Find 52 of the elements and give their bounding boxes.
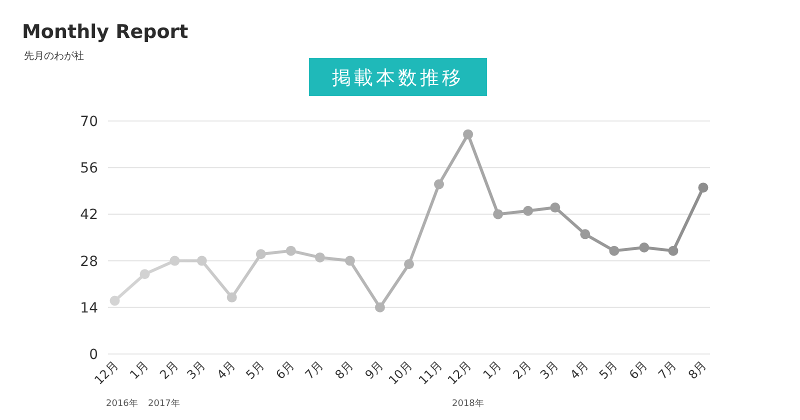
x-tick-label: 1月 (127, 358, 151, 382)
point (463, 129, 474, 140)
x-tick-label: 11月 (416, 358, 446, 388)
x-tick-label: 12月 (444, 358, 474, 388)
point (170, 256, 180, 266)
y-tick-label: 70 (80, 114, 98, 130)
x-tick-label: 6月 (273, 358, 298, 382)
point (493, 209, 504, 220)
text: 2018年 (452, 398, 484, 409)
point (344, 256, 355, 266)
x-tick-label: 4月 (214, 358, 238, 382)
point (256, 249, 266, 260)
point (226, 292, 237, 302)
x-tick-label: 4月 (567, 358, 592, 382)
point (286, 246, 296, 256)
point (580, 229, 590, 240)
text: 2016年 (106, 398, 138, 409)
point (550, 202, 560, 213)
x-tick-label: 7月 (302, 358, 326, 382)
point (639, 242, 650, 252)
y-tick-label: 28 (80, 254, 98, 270)
point (434, 179, 444, 190)
x-tick-label: 8月 (332, 358, 356, 382)
point (196, 256, 207, 266)
y-tick-label: 14 (80, 300, 98, 316)
x-tick-label: 5月 (596, 358, 620, 382)
chart-title: 掲載本数推移 (332, 67, 464, 89)
point (404, 259, 414, 270)
x-tick-label: 10月 (386, 358, 416, 388)
text: Monthly Report (22, 21, 188, 43)
x-tick-label: 2月 (157, 358, 181, 382)
text: 先月のわが社 (24, 50, 84, 62)
x-tick-label: 3月 (184, 358, 208, 382)
text: 2017年 (148, 398, 180, 409)
x-tick-label: 8月 (686, 358, 710, 382)
x-tick-label: 2月 (510, 358, 534, 382)
point (668, 246, 678, 256)
x-tick-label: 9月 (362, 358, 386, 382)
x-tick-label: 1月 (480, 358, 504, 382)
y-tick-label: 42 (80, 207, 98, 224)
x-tick-label: 5月 (243, 358, 268, 382)
point (609, 246, 620, 256)
y-tick-label: 56 (80, 160, 98, 177)
point (140, 269, 150, 280)
point (110, 296, 120, 306)
point (314, 252, 325, 262)
point (523, 206, 534, 216)
point (698, 182, 708, 193)
x-tick-label: 7月 (656, 358, 680, 382)
point (374, 302, 385, 312)
x-tick-label: 6月 (626, 358, 650, 382)
x-tick-label: 3月 (537, 358, 562, 382)
